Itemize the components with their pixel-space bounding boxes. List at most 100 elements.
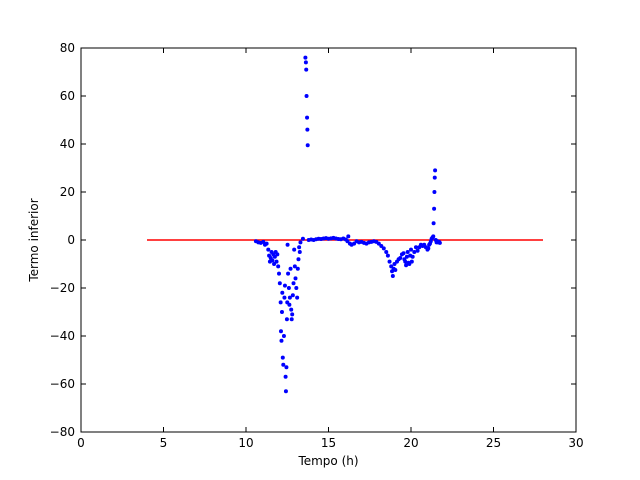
data-point	[289, 317, 294, 322]
data-point	[390, 274, 395, 278]
data-point	[272, 262, 277, 266]
data-point	[287, 302, 292, 307]
data-point	[384, 250, 389, 254]
data-point	[437, 240, 442, 245]
data-point	[286, 286, 291, 290]
data-point	[277, 271, 281, 276]
data-point	[392, 262, 397, 266]
data-point	[352, 241, 357, 246]
data-point	[409, 259, 414, 264]
data-point	[283, 374, 288, 379]
data-point	[415, 248, 420, 253]
x-tick-label: 20	[403, 436, 418, 450]
data-point	[432, 190, 437, 194]
data-point	[281, 362, 286, 367]
data-point	[346, 234, 351, 239]
data-point	[379, 244, 384, 248]
data-point	[295, 295, 300, 300]
data-point	[401, 251, 406, 256]
y-tick-label: −60	[50, 377, 75, 391]
data-point	[298, 240, 303, 245]
y-tick-label: 60	[60, 89, 75, 103]
data-point	[404, 263, 409, 268]
data-point	[275, 252, 280, 257]
data-point	[278, 329, 283, 334]
data-point	[276, 264, 281, 269]
data-point	[292, 247, 297, 252]
data-point	[304, 94, 309, 98]
x-tick-label: 0	[77, 436, 85, 450]
data-point	[387, 259, 392, 264]
data-point	[281, 334, 286, 338]
y-tick-label: 40	[60, 137, 75, 151]
y-tick-label: −80	[50, 425, 75, 439]
data-point	[293, 276, 298, 281]
data-point	[291, 281, 296, 286]
data-point	[264, 241, 269, 246]
data-point	[426, 246, 431, 251]
data-point	[393, 268, 398, 272]
data-point	[413, 245, 418, 250]
data-point	[295, 266, 300, 271]
data-point	[407, 262, 412, 266]
data-point	[280, 290, 285, 295]
data-point	[412, 250, 417, 254]
data-point	[381, 246, 386, 251]
data-point	[297, 245, 302, 250]
data-point	[409, 247, 413, 252]
x-tick-label: 15	[321, 436, 336, 450]
data-point	[290, 293, 295, 298]
x-tick-label: 10	[238, 436, 253, 450]
data-point	[345, 239, 350, 244]
data-point	[284, 317, 289, 322]
data-point	[303, 60, 308, 65]
data-point	[284, 365, 289, 370]
data-point	[297, 250, 302, 254]
data-point	[282, 295, 287, 300]
data-point	[389, 264, 394, 269]
data-point	[431, 234, 436, 239]
data-point	[296, 257, 301, 262]
y-tick-label: 0	[67, 233, 75, 247]
x-tick-label: 25	[486, 436, 501, 450]
data-point	[303, 55, 308, 60]
data-point	[279, 310, 284, 314]
data-point	[266, 247, 271, 252]
y-tick-label: 80	[60, 41, 75, 55]
data-point	[278, 300, 283, 305]
data-point	[300, 236, 305, 241]
data-point	[404, 254, 409, 259]
data-point	[305, 143, 310, 148]
data-point	[286, 271, 291, 276]
x-tick-label: 30	[568, 436, 583, 450]
data-point	[403, 259, 408, 264]
data-point	[432, 175, 437, 180]
data-point	[270, 258, 275, 263]
y-tick-label: −40	[50, 329, 75, 343]
data-point	[287, 295, 292, 300]
data-point	[405, 250, 410, 254]
data-point	[294, 286, 299, 290]
data-point	[280, 355, 285, 360]
data-points-layer	[253, 55, 442, 394]
data-point	[410, 254, 415, 259]
data-point	[376, 241, 381, 246]
x-tick-label: 5	[160, 436, 168, 450]
data-point	[288, 266, 293, 271]
y-axis-label: Termo inferior	[27, 198, 41, 282]
data-point	[285, 242, 290, 247]
data-point	[290, 312, 295, 317]
data-point	[277, 281, 282, 286]
axis-ticks-layer: 0 5 10 15 20 25 30 −80 −60 −40 −20 0 20 40 60 80	[50, 41, 584, 450]
data-point	[305, 115, 310, 120]
x-axis-label: Tempo (h)	[297, 454, 358, 468]
y-tick-label: −20	[50, 281, 75, 295]
data-point	[398, 256, 403, 260]
data-point	[433, 168, 438, 173]
data-point	[431, 221, 436, 226]
data-point	[432, 206, 437, 211]
data-point	[305, 127, 310, 132]
data-point	[279, 338, 284, 343]
